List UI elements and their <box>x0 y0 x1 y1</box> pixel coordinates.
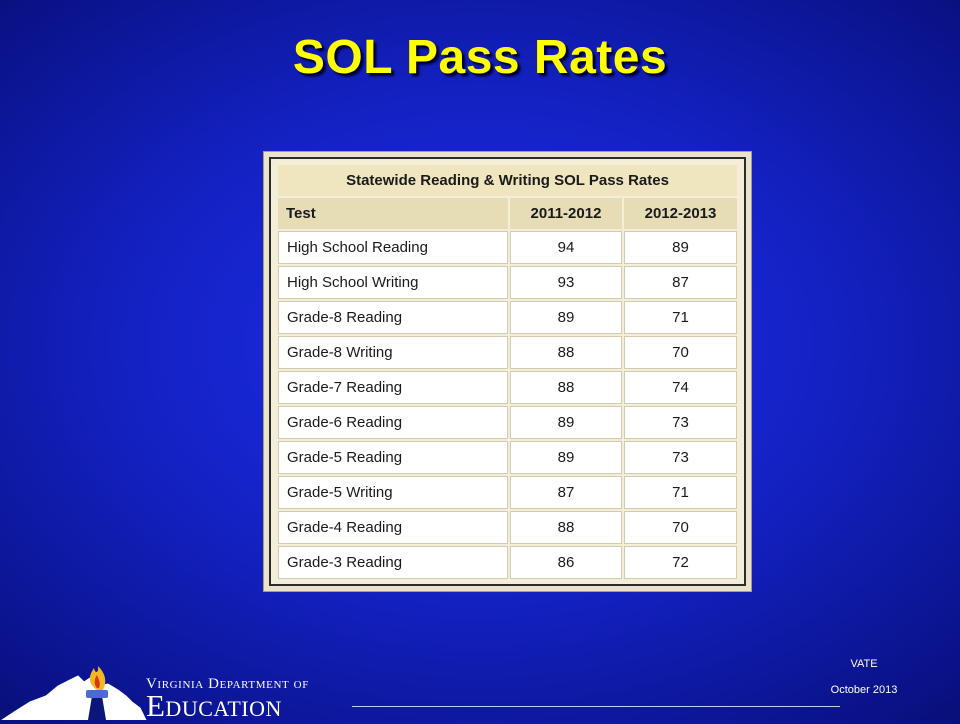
test-name-cell: High School Writing <box>278 266 508 299</box>
test-name-cell: Grade-5 Reading <box>278 441 508 474</box>
footer-date: October 2013 <box>830 684 898 696</box>
table-row: Grade-4 Reading 88 70 <box>278 511 737 544</box>
test-name-cell: Grade-6 Reading <box>278 406 508 439</box>
virginia-doe-logo: ¢ Virginia Department of Education <box>0 656 350 723</box>
test-name-cell: Grade-7 Reading <box>278 371 508 404</box>
header-2011-2012: 2011-2012 <box>510 198 622 229</box>
rate-2012-2013-cell: 70 <box>623 511 737 544</box>
pass-rates-table-panel: Statewide Reading & Writing SOL Pass Rat… <box>269 157 746 586</box>
slide-title: SOL Pass Rates <box>292 31 668 84</box>
table-body: High School Reading 94 89 High School Writi… <box>278 231 737 579</box>
test-name-cell: High School Reading <box>278 231 508 264</box>
rate-2011-2012-cell: 89 <box>510 441 622 474</box>
rate-2012-2013-cell: 73 <box>623 406 737 439</box>
header-test: Test <box>278 198 508 229</box>
table-row: Grade-3 Reading 86 72 <box>278 546 737 579</box>
rate-2011-2012-cell: 86 <box>510 546 622 579</box>
table-row: Grade-8 Reading 89 71 <box>278 301 737 334</box>
rate-2011-2012-cell: 89 <box>510 406 622 439</box>
rate-2012-2013-cell: 73 <box>623 441 737 474</box>
svg-text:¢: ¢ <box>112 699 122 720</box>
test-name-cell: Grade-8 Reading <box>278 301 508 334</box>
logo-org-line2: Education <box>146 688 282 723</box>
table-header-row: Test 2011-2012 2012-2013 <box>278 198 737 229</box>
rate-2012-2013-cell: 72 <box>623 546 737 579</box>
test-name-cell: Grade-3 Reading <box>278 546 508 579</box>
table-row: Grade-7 Reading 88 74 <box>278 371 737 404</box>
pass-rates-table-frame: Statewide Reading & Writing SOL Pass Rat… <box>263 151 752 592</box>
test-name-cell: Grade-5 Writing <box>278 476 508 509</box>
rate-2011-2012-cell: 94 <box>510 231 622 264</box>
rate-2012-2013-cell: 70 <box>623 336 737 369</box>
table-row: Grade-5 Reading 89 73 <box>278 441 737 474</box>
table-row: Grade-5 Writing 87 71 <box>278 476 737 509</box>
rate-2011-2012-cell: 89 <box>510 301 622 334</box>
footer-vate: VATE <box>850 658 878 670</box>
pass-rates-table: Statewide Reading & Writing SOL Pass Rat… <box>276 163 739 581</box>
rate-2011-2012-cell: 87 <box>510 476 622 509</box>
rate-2012-2013-cell: 89 <box>623 231 737 264</box>
rate-2011-2012-cell: 88 <box>510 336 622 369</box>
rate-2011-2012-cell: 88 <box>510 511 622 544</box>
table-row: High School Writing 93 87 <box>278 266 737 299</box>
table-caption: Statewide Reading & Writing SOL Pass Rat… <box>278 165 737 196</box>
rate-2012-2013-cell: 71 <box>623 476 737 509</box>
rate-2011-2012-cell: 93 <box>510 266 622 299</box>
rate-2012-2013-cell: 74 <box>623 371 737 404</box>
logo-org-line1: Virginia Department of <box>146 676 309 692</box>
table-row: Grade-8 Writing 88 70 <box>278 336 737 369</box>
virginia-state-map-torch-icon: ¢ <box>1 666 147 720</box>
test-name-cell: Grade-8 Writing <box>278 336 508 369</box>
table-row: High School Reading 94 89 <box>278 231 737 264</box>
rate-2011-2012-cell: 88 <box>510 371 622 404</box>
footer-divider <box>352 706 840 707</box>
test-name-cell: Grade-4 Reading <box>278 511 508 544</box>
header-2012-2013: 2012-2013 <box>623 198 737 229</box>
table-row: Grade-6 Reading 89 73 <box>278 406 737 439</box>
rate-2012-2013-cell: 71 <box>623 301 737 334</box>
rate-2012-2013-cell: 87 <box>623 266 737 299</box>
